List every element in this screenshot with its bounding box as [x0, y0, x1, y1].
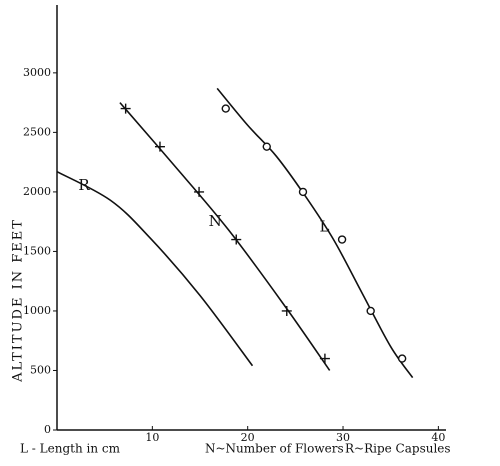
point [154, 141, 165, 152]
point [281, 305, 292, 316]
y-tick-label: 500 [30, 363, 51, 376]
x-tick-label: 30 [336, 431, 350, 444]
x-axis-label: L - Length in cm [20, 442, 121, 456]
x-tick-label: 20 [241, 431, 255, 444]
point [366, 306, 375, 316]
point [337, 235, 347, 244]
curve-label: N [209, 212, 222, 230]
point [231, 234, 242, 245]
x-axis-label: R~Ripe Capsules [345, 442, 451, 456]
x-axis-label: N~Number of Flowers [205, 442, 344, 456]
point [194, 186, 205, 197]
y-axis-label: ALTITUDE IN FEET [11, 218, 26, 383]
point [397, 354, 407, 363]
curve-label: L [319, 218, 329, 236]
point [298, 187, 308, 197]
curve [119, 102, 331, 371]
point [319, 353, 330, 364]
y-tick-label: 2000 [23, 185, 51, 198]
point [262, 142, 271, 151]
curve [56, 170, 254, 367]
y-tick-label: 1000 [23, 304, 51, 317]
y-tick-label: 3000 [23, 66, 51, 79]
curve-label: R [78, 176, 90, 194]
y-tick-label: 0 [44, 423, 51, 436]
curve [216, 87, 414, 379]
x-tick-label: 10 [145, 431, 159, 444]
point [120, 103, 131, 114]
y-tick-label: 1500 [23, 244, 51, 257]
point [221, 104, 230, 113]
x-tick-label: 40 [431, 431, 445, 444]
y-tick-label: 2500 [23, 125, 51, 138]
